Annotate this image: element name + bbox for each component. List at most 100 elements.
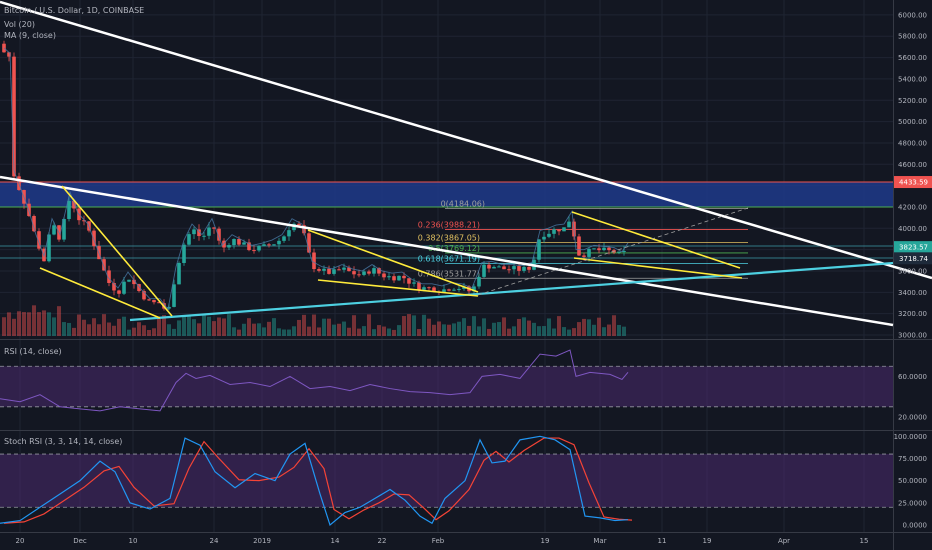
price-tick-label: 6000.00 xyxy=(898,11,927,19)
volume-bar xyxy=(497,322,501,336)
volume-bar xyxy=(132,327,136,336)
candle-body xyxy=(512,266,516,270)
candle-body xyxy=(587,248,591,257)
volume-bar xyxy=(587,319,591,336)
candle-body xyxy=(567,221,571,228)
volume-bar xyxy=(407,314,411,336)
volume-bar xyxy=(562,327,566,336)
candle-body xyxy=(252,250,256,252)
candle-body xyxy=(487,264,491,269)
volume-bar xyxy=(362,326,366,336)
volume-bar xyxy=(227,314,231,336)
candle-body xyxy=(522,266,526,271)
candle-body xyxy=(112,282,116,291)
stoch-rsi-tick-label: 75.0000 xyxy=(898,455,927,463)
volume-bar xyxy=(267,321,271,336)
candle-body xyxy=(472,286,476,292)
volume-bar xyxy=(27,312,31,336)
volume-bar xyxy=(257,323,261,336)
candle-body xyxy=(167,306,171,309)
volume-bar xyxy=(367,314,371,336)
volume-bar xyxy=(617,324,621,336)
candle-body xyxy=(37,231,41,249)
candle-body xyxy=(102,259,106,271)
volume-bar xyxy=(327,318,331,336)
volume-bar xyxy=(432,324,436,336)
candle-body xyxy=(177,262,181,285)
volume-bar xyxy=(547,318,551,336)
rsi-legend: RSI (14, close) xyxy=(4,347,62,356)
candle-body xyxy=(152,300,156,303)
candle-body xyxy=(417,282,421,290)
volume-bar xyxy=(507,328,511,336)
volume-bar xyxy=(172,328,176,336)
time-tick-label: 24 xyxy=(210,537,219,545)
candle-body xyxy=(592,248,596,250)
ascending-support-line xyxy=(129,261,894,322)
price-tick-label: 4200.00 xyxy=(898,203,927,211)
fib-level-label: 0.236(3988.21) xyxy=(418,221,480,230)
candle-body xyxy=(132,279,136,285)
candle-body xyxy=(212,227,216,229)
volume-bar xyxy=(152,328,156,336)
volume-bar xyxy=(477,326,481,336)
candle-body xyxy=(457,288,461,290)
candle-body xyxy=(282,236,286,241)
volume-bar xyxy=(622,326,626,336)
candle-body xyxy=(192,229,196,235)
time-tick-label: 2019 xyxy=(253,537,271,545)
candle-body xyxy=(67,200,71,219)
volume-bar xyxy=(292,326,296,336)
volume-bar xyxy=(427,318,431,336)
candle-body xyxy=(602,247,606,251)
volume-bar xyxy=(2,317,6,336)
candle-body xyxy=(332,269,336,274)
volume-bar xyxy=(122,316,126,336)
candle-body xyxy=(452,289,456,291)
volume-bar xyxy=(387,328,391,336)
price-tick-label: 3400.00 xyxy=(898,289,927,297)
volume-bar xyxy=(192,319,196,336)
volume-bar xyxy=(572,328,576,336)
candle-body xyxy=(392,276,396,281)
candle-body xyxy=(357,274,361,276)
volume-bar xyxy=(437,321,441,336)
volume-bar xyxy=(452,323,456,336)
candle-body xyxy=(372,268,376,274)
descending-trendline-upper xyxy=(0,0,932,280)
rsi-tick-label: 60.0000 xyxy=(898,373,927,381)
candle-body xyxy=(482,264,486,277)
wedge-pattern-line xyxy=(39,267,161,319)
volume-bar xyxy=(22,312,26,336)
candle-body xyxy=(502,266,506,270)
candle-body xyxy=(142,291,146,300)
time-tick-label: Mar xyxy=(593,537,606,545)
volume-bar xyxy=(282,329,286,336)
candle-body xyxy=(527,266,531,270)
volume-bar xyxy=(332,324,336,336)
volume-bar xyxy=(597,317,601,336)
volume-bar xyxy=(137,322,141,336)
candle-body xyxy=(582,255,586,257)
volume-bar xyxy=(612,315,616,336)
volume-bar xyxy=(187,315,191,336)
volume-bar xyxy=(97,324,101,336)
candle-body xyxy=(222,240,226,248)
volume-bar xyxy=(382,326,386,336)
candle-body xyxy=(137,284,141,292)
candle-body xyxy=(407,278,411,284)
candle-body xyxy=(412,282,416,284)
volume-bar xyxy=(532,322,536,336)
fib-level-label: 0(4184.06) xyxy=(441,200,485,209)
candle-body xyxy=(562,227,566,232)
ma-legend: MA (9, close) xyxy=(4,31,56,40)
fib-level-label: 0.5(3769.12) xyxy=(428,244,480,253)
candle-body xyxy=(377,268,381,274)
volume-bar xyxy=(247,318,251,336)
candle-body xyxy=(202,235,206,237)
candle-body xyxy=(362,271,366,275)
volume-bar xyxy=(77,314,81,336)
volume-bar xyxy=(297,319,301,336)
volume-bar xyxy=(517,318,521,336)
